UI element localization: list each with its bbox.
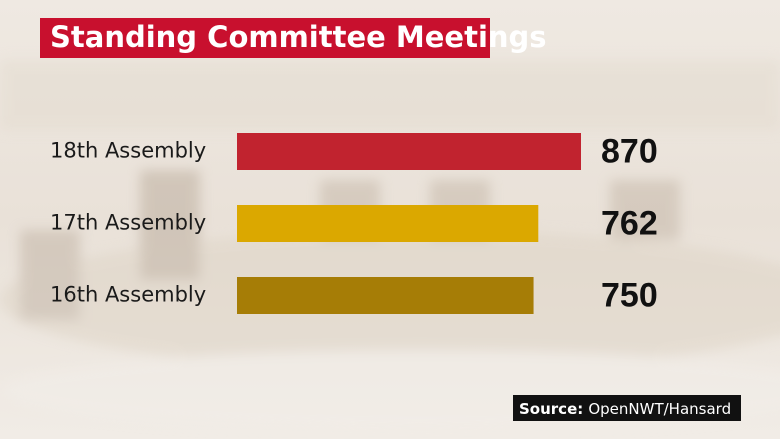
bar: [237, 277, 534, 314]
title-box: [40, 18, 490, 58]
category-label: 18th Assembly: [50, 139, 206, 163]
source-text: OpenNWT/Hansard: [588, 400, 731, 418]
chart-title: Standing Committee Meetings: [50, 20, 547, 54]
source: Source: OpenNWT/Hansard: [519, 399, 731, 418]
value-label: 870: [601, 132, 658, 170]
category-label: 17th Assembly: [50, 211, 206, 235]
bar: [237, 133, 581, 170]
source-box: [513, 395, 741, 421]
bar: [237, 205, 539, 242]
value-label: 750: [601, 276, 658, 314]
source-label: Source:: [519, 400, 583, 418]
category-label: 16th Assembly: [50, 283, 206, 307]
value-label: 762: [601, 204, 658, 242]
